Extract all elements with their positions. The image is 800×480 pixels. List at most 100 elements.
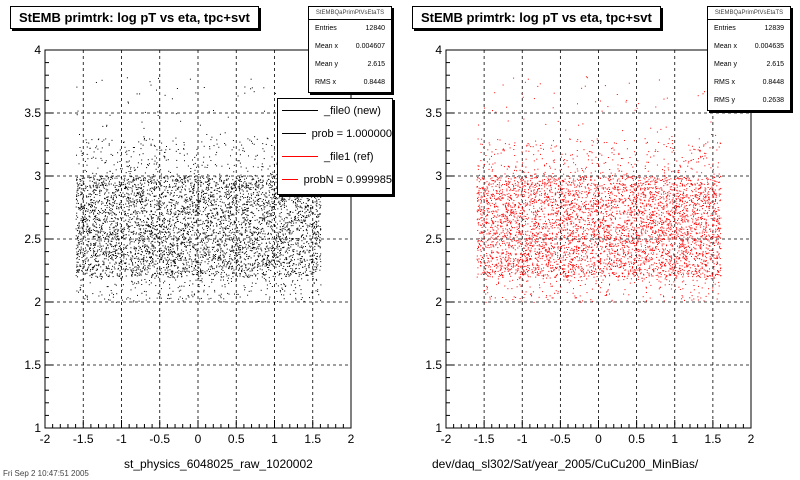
data-point: [203, 145, 205, 147]
data-point: [86, 220, 88, 222]
data-point: [142, 212, 144, 214]
data-point: [249, 249, 251, 251]
data-point: [132, 185, 134, 187]
data-point: [234, 232, 236, 234]
data-point: [96, 185, 98, 187]
data-point: [227, 163, 229, 165]
data-point: [216, 270, 218, 272]
data-point: [250, 201, 252, 203]
data-point: [255, 282, 257, 284]
data-point: [152, 139, 154, 141]
data-point: [80, 288, 82, 290]
data-point: [116, 207, 118, 209]
data-point: [100, 157, 102, 159]
data-point: [150, 210, 152, 212]
data-point: [199, 280, 201, 282]
data-point: [166, 267, 168, 269]
data-point: [88, 241, 90, 243]
data-point: [218, 300, 220, 302]
data-point: [139, 229, 141, 231]
data-point: [236, 275, 238, 277]
data-point: [276, 227, 278, 229]
data-point: [184, 266, 186, 268]
data-point: [216, 240, 218, 242]
data-point: [298, 220, 300, 222]
data-point: [214, 201, 216, 203]
data-point: [259, 217, 261, 219]
data-point: [185, 219, 186, 221]
data-point: [195, 244, 197, 246]
data-point: [85, 294, 86, 296]
data-point: [147, 181, 149, 183]
data-point: [255, 185, 257, 187]
data-point: [140, 253, 142, 255]
data-point: [226, 275, 228, 277]
data-point: [266, 284, 268, 286]
data-point: [80, 206, 82, 208]
data-point: [117, 190, 119, 192]
data-point: [212, 196, 214, 198]
data-point: [164, 227, 166, 228]
data-point: [156, 149, 158, 151]
data-point: [284, 222, 286, 224]
data-point: [268, 194, 270, 196]
data-point: [153, 225, 155, 227]
data-point: [84, 255, 86, 257]
data-point: [113, 212, 115, 214]
data-point: [96, 255, 98, 257]
data-point: [319, 246, 321, 248]
data-point: [282, 199, 284, 201]
data-point: [319, 239, 321, 241]
data-point: [137, 252, 139, 254]
data-point: [93, 251, 95, 253]
data-point: [154, 250, 156, 251]
data-point: [126, 206, 128, 207]
data-point: [237, 243, 239, 245]
data-point: [183, 259, 185, 261]
data-point: [75, 248, 77, 250]
data-point: [177, 201, 179, 203]
data-point: [117, 218, 119, 220]
data-point: [130, 269, 132, 271]
data-point: [140, 196, 142, 198]
data-point: [148, 284, 150, 286]
data-point: [252, 193, 254, 195]
data-point: [295, 243, 297, 245]
data-point: [123, 184, 125, 186]
data-point: [304, 217, 306, 219]
data-point: [167, 178, 169, 180]
data-point: [225, 189, 227, 191]
data-point: [154, 145, 156, 147]
data-point: [177, 247, 178, 249]
data-point: [114, 234, 116, 235]
data-point: [183, 183, 185, 185]
data-point: [80, 175, 82, 177]
data-point: [250, 290, 252, 292]
data-point: [134, 282, 136, 284]
data-point: [243, 203, 245, 205]
data-point: [129, 200, 131, 201]
data-point: [262, 166, 264, 168]
data-point: [115, 214, 117, 216]
data-point: [189, 236, 191, 238]
data-point: [234, 195, 236, 197]
data-point: [219, 232, 221, 234]
data-point: [170, 208, 172, 210]
data-point: [86, 186, 88, 187]
data-point: [118, 229, 120, 231]
data-point: [254, 231, 256, 233]
data-point: [182, 210, 184, 212]
data-point: [109, 234, 111, 236]
data-point: [144, 204, 146, 206]
data-point: [281, 199, 283, 201]
data-point: [128, 171, 130, 172]
data-point: [316, 225, 318, 227]
data-point: [82, 219, 84, 220]
data-point: [168, 186, 170, 188]
data-point: [160, 200, 162, 202]
data-point: [173, 204, 175, 205]
data-point: [146, 217, 148, 219]
data-point: [231, 239, 233, 241]
data-point: [307, 206, 309, 208]
data-point: [112, 172, 114, 174]
